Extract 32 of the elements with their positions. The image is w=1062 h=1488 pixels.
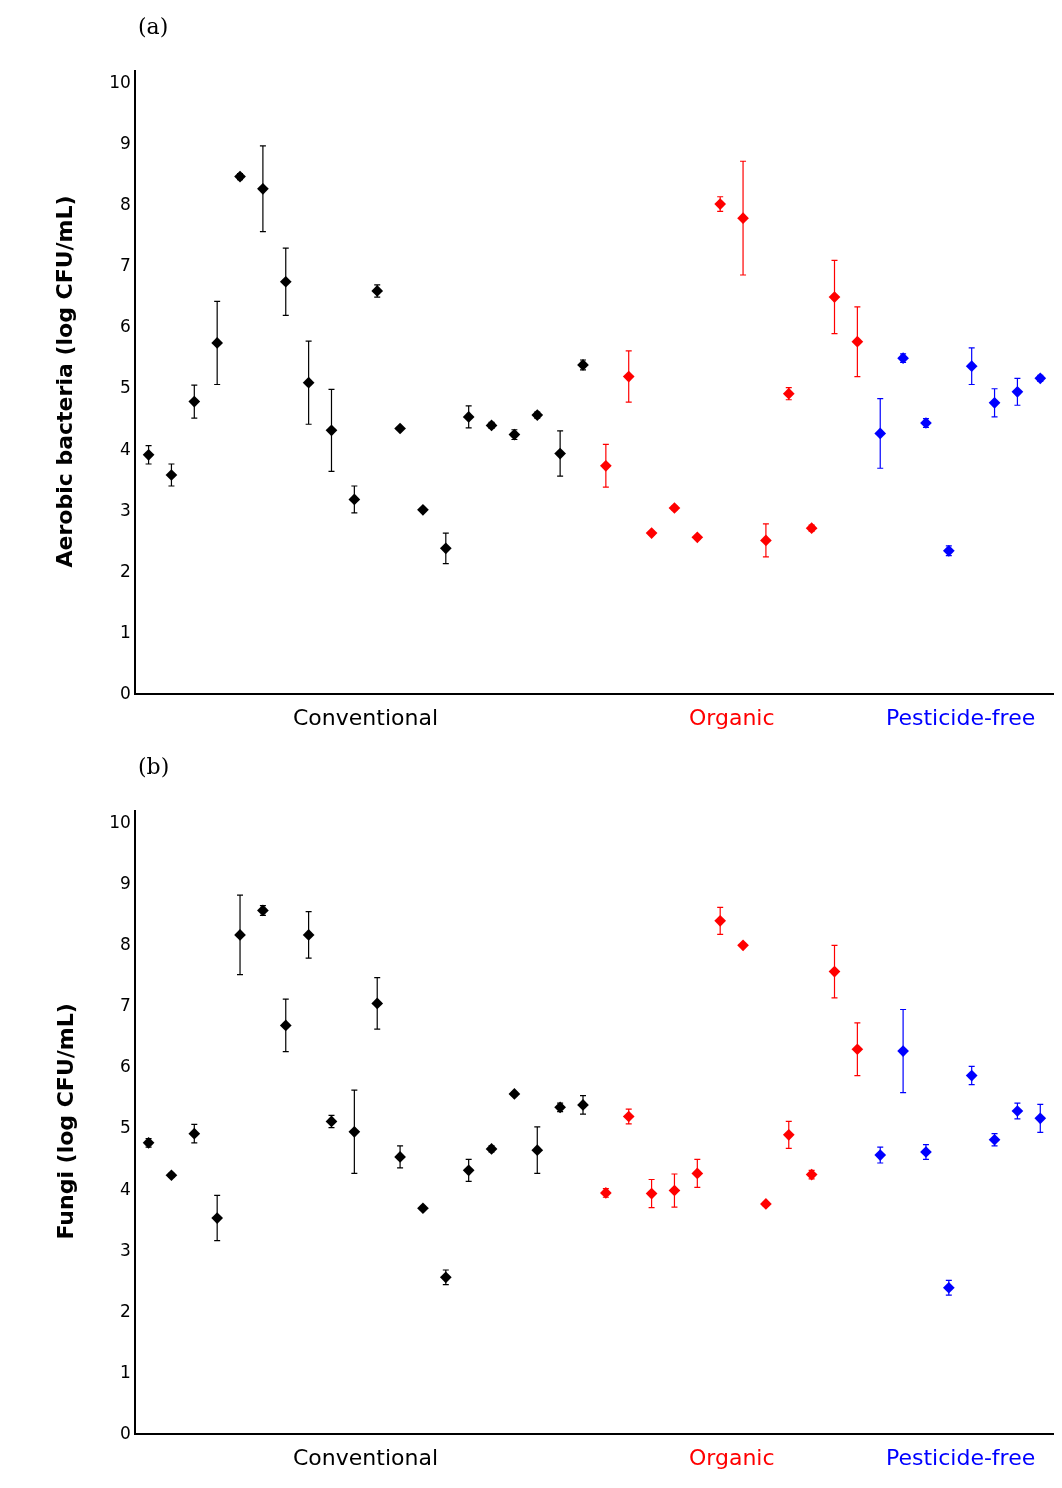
- y-tick-label: 6: [120, 316, 131, 337]
- y-tick-label: 6: [120, 1056, 131, 1077]
- text: Organic: [689, 705, 775, 730]
- text: (b): [138, 754, 170, 779]
- y-tick-label: 3: [120, 499, 131, 520]
- y-tick-label: 9: [120, 872, 131, 893]
- y-tick-label: 2: [120, 1300, 131, 1321]
- text: (a): [138, 14, 169, 39]
- text: Organic: [689, 1445, 775, 1470]
- y-tick-label: 8: [120, 194, 131, 215]
- y-tick-label: 5: [120, 1117, 131, 1138]
- y-tick-label: 0: [120, 1423, 131, 1444]
- text: Conventional: [293, 1445, 438, 1470]
- y-tick-label: 7: [120, 255, 131, 276]
- y-axis-title: Fungi (log CFU/mL): [52, 1003, 78, 1240]
- y-tick-label: 10: [109, 811, 131, 832]
- text: Pesticide-free: [886, 705, 1036, 730]
- y-tick-label: 7: [120, 995, 131, 1016]
- y-tick-label: 10: [109, 71, 131, 92]
- y-tick-label: 3: [120, 1239, 131, 1260]
- text: Conventional: [293, 705, 438, 730]
- y-tick-label: 9: [120, 132, 131, 153]
- y-axis-title: Aerobic bacteria (log CFU/mL): [52, 195, 78, 568]
- y-tick-label: 1: [120, 622, 131, 643]
- y-tick-label: 4: [120, 1178, 131, 1199]
- y-tick-label: 4: [120, 438, 131, 459]
- y-tick-label: 5: [120, 377, 131, 398]
- y-tick-label: 0: [120, 683, 131, 704]
- text: Pesticide-free: [886, 1445, 1036, 1470]
- y-tick-label: 8: [120, 934, 131, 955]
- y-tick-label: 1: [120, 1362, 131, 1383]
- y-tick-label: 2: [120, 560, 131, 581]
